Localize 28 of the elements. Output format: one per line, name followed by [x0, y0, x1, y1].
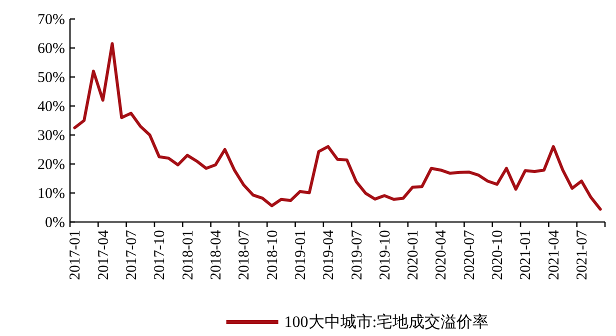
x-tick-label: 2019-04 — [321, 230, 338, 280]
x-tick-label: 2020-04 — [434, 230, 450, 280]
x-tick-label: 2017-10 — [152, 230, 168, 280]
x-tick-label: 2020-07 — [462, 230, 478, 280]
x-tick-label: 2017-07 — [124, 230, 140, 280]
y-tick-label: 50% — [38, 70, 65, 86]
y-tick-label: 10% — [38, 186, 65, 202]
x-tick-label: 2021-07 — [574, 230, 591, 280]
x-tick-label: 2021-04 — [546, 230, 562, 280]
x-tick-label: 2018-07 — [236, 230, 253, 280]
y-tick-label: 60% — [38, 41, 65, 57]
x-tick-label: 2020-10 — [490, 230, 506, 280]
y-tick-label: 40% — [38, 99, 65, 115]
y-tick-label: 70% — [38, 12, 65, 28]
y-tick-label: 20% — [38, 157, 65, 173]
y-tick-label: 30% — [38, 128, 65, 144]
x-tick-label: 2017-01 — [68, 230, 84, 280]
x-tick-label: 2018-01 — [180, 230, 196, 280]
x-tick-label: 2019-10 — [377, 230, 394, 280]
x-tick-label: 2021-01 — [518, 230, 534, 280]
x-tick-label: 2018-04 — [208, 230, 224, 280]
x-tick-label: 2019-01 — [292, 230, 309, 280]
legend-label: 100大中城市:宅地成交溢价率 — [284, 313, 489, 331]
x-tick-label: 2018-10 — [264, 230, 281, 280]
x-tick-label: 2020-01 — [406, 230, 422, 280]
x-tick-label: 2019-07 — [349, 230, 366, 280]
y-tick-label: 0% — [45, 215, 65, 231]
x-tick-label: 2017-04 — [96, 230, 112, 280]
